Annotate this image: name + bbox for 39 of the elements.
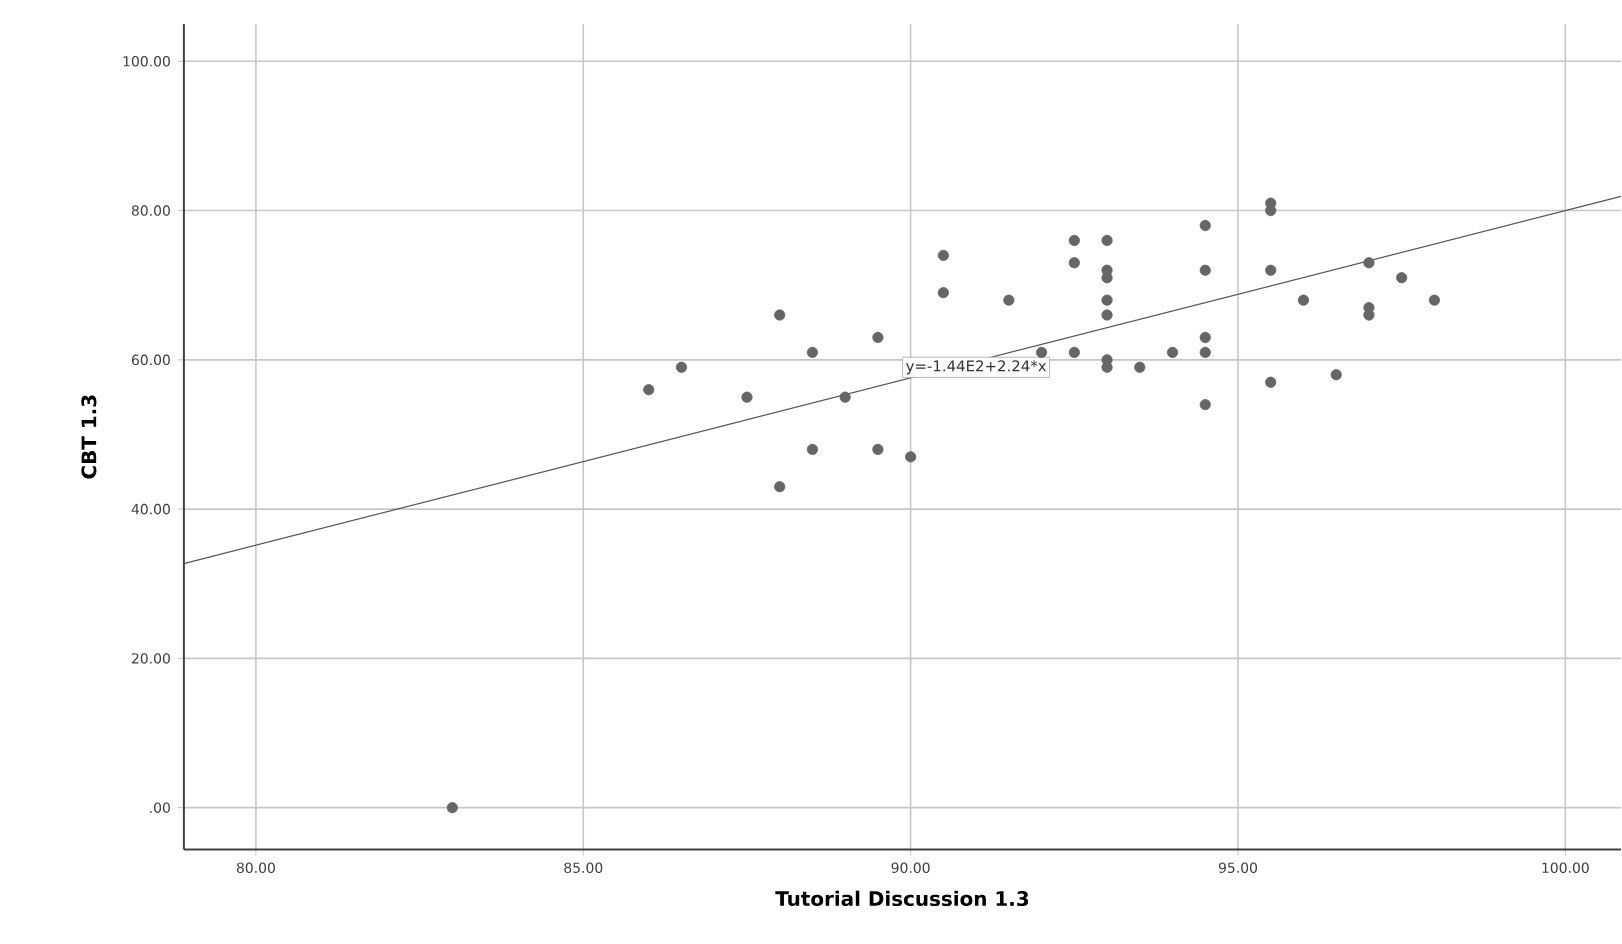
point [1297, 294, 1310, 306]
point [1199, 347, 1211, 359]
point [1428, 294, 1440, 306]
point [1068, 347, 1080, 359]
point [1265, 376, 1277, 389]
point [446, 802, 458, 814]
y-axis-title: CBT 1.3 [81, 395, 97, 479]
point [839, 391, 851, 404]
point [1265, 205, 1277, 217]
point [1101, 309, 1113, 321]
point [937, 287, 949, 299]
point [905, 451, 917, 463]
point [1068, 235, 1080, 247]
point [1166, 347, 1179, 359]
point [1199, 399, 1211, 411]
point [1265, 264, 1277, 277]
point [872, 332, 884, 344]
x-axis-title: Tutorial Discussion 1.3 [775, 890, 1029, 907]
point [806, 347, 819, 359]
point [774, 481, 786, 493]
point [643, 384, 655, 396]
point [741, 391, 753, 404]
point [1134, 361, 1146, 374]
point [774, 309, 786, 321]
point [937, 250, 949, 262]
point [1199, 264, 1211, 277]
point [1101, 294, 1113, 306]
point [1035, 347, 1048, 359]
point [675, 361, 688, 374]
point [1199, 332, 1211, 344]
point [1363, 257, 1375, 269]
point [806, 444, 819, 456]
point [1199, 220, 1211, 232]
point [1068, 257, 1080, 269]
point [1396, 272, 1408, 284]
point [1330, 369, 1342, 381]
point [872, 444, 884, 456]
point [1003, 294, 1015, 306]
point [1101, 235, 1113, 247]
